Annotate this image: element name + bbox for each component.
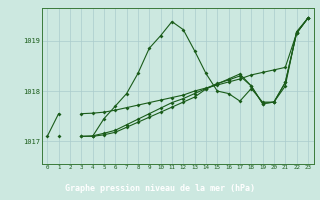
Text: Graphe pression niveau de la mer (hPa): Graphe pression niveau de la mer (hPa) [65, 184, 255, 193]
